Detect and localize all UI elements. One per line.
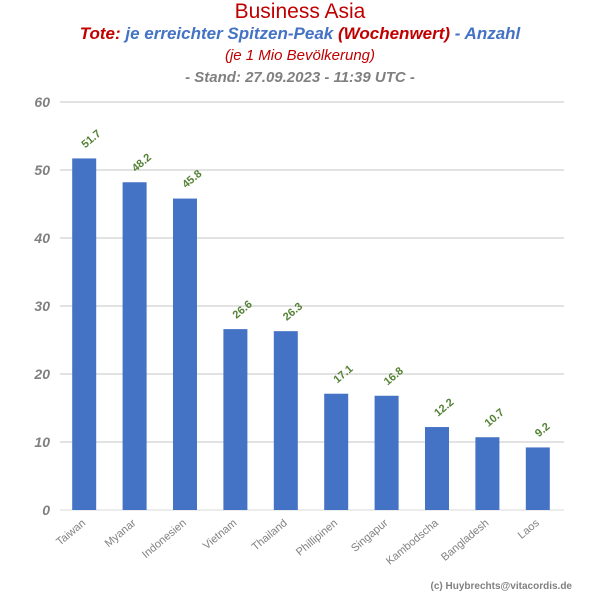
y-tick-label: 40: [33, 230, 50, 246]
bar: [425, 427, 449, 510]
bar: [324, 393, 349, 510]
y-tick-label: 0: [42, 502, 50, 518]
copyright-credit: (c) Huybrechts@vitacordis.de: [430, 581, 572, 592]
data-label: 48.2: [130, 152, 154, 175]
data-label: 10.7: [483, 407, 507, 430]
data-label: 45.8: [180, 168, 204, 191]
bar: [223, 329, 248, 510]
data-label: 17.1: [331, 363, 355, 386]
subtitle-part-peak: je erreichter Spitzen-Peak: [125, 24, 334, 43]
x-tick-label: Kambodscha: [384, 517, 442, 568]
bar: [122, 182, 147, 511]
x-tick-label: Indonesien: [140, 517, 189, 561]
chart-subtitle: Tote: je erreichter Spitzen-Peak (Wochen…: [0, 24, 600, 44]
x-tick-label: Bangladesh: [439, 517, 491, 564]
bar: [173, 198, 197, 510]
data-label: 26.6: [231, 298, 255, 321]
data-label: 12.2: [432, 396, 456, 419]
x-tick-label: Thailand: [250, 517, 290, 553]
subtitle-part-tote: Tote:: [79, 24, 121, 43]
y-tick-label: 30: [34, 298, 50, 314]
data-label: 26.3: [281, 300, 305, 323]
data-label: 9.2: [533, 421, 552, 440]
chart-subtitle-population: (je 1 Mio Bevölkerung): [224, 47, 376, 64]
x-tick-label: Myanar: [103, 517, 139, 550]
data-label: 16.8: [382, 365, 406, 388]
y-tick-label: 50: [34, 162, 50, 178]
x-tick-label: Singapur: [349, 517, 391, 555]
bar: [374, 395, 399, 510]
x-tick-label: Vietnam: [201, 517, 239, 552]
x-tick-label: Laos: [516, 517, 542, 542]
y-tick-label: 20: [33, 366, 50, 382]
chart-title: Business Asia: [234, 0, 366, 23]
subtitle-part-anzahl: - Anzahl: [454, 24, 521, 43]
x-tick-label: Taiwan: [54, 517, 88, 548]
bar: [525, 447, 550, 510]
bar: [475, 437, 500, 510]
y-tick-label: 60: [34, 94, 50, 110]
x-tick-label: Phillipinen: [294, 517, 340, 558]
bar: [72, 158, 97, 510]
bar: [273, 331, 298, 510]
subtitle-part-wochenwert: (Wochenwert): [337, 24, 451, 43]
y-tick-label: 10: [34, 434, 50, 450]
chart-stand-date: - Stand: 27.09.2023 - 11:39 UTC -: [185, 69, 415, 86]
data-label: 51.7: [79, 128, 103, 151]
